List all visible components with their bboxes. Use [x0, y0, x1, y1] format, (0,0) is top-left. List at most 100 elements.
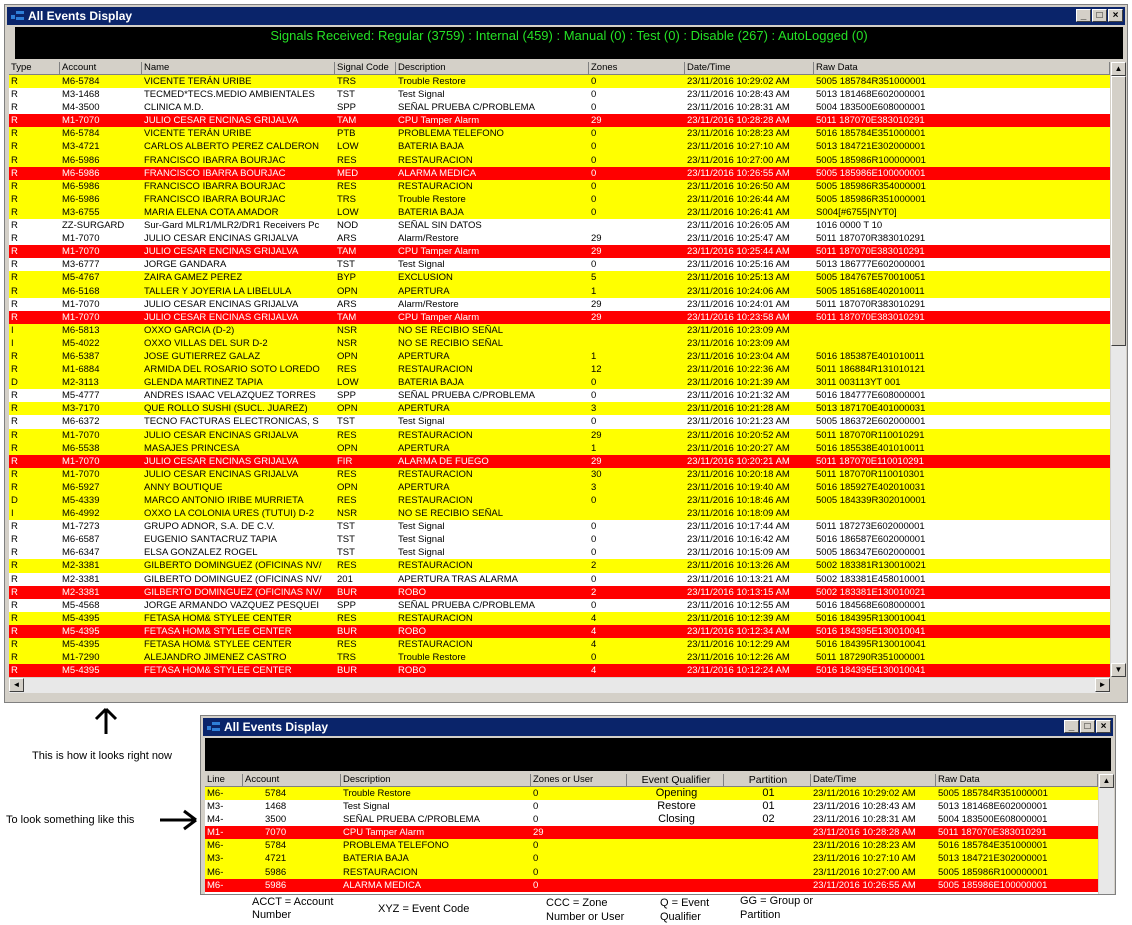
scroll-thumb[interactable] [1111, 76, 1126, 346]
table-row[interactable]: R M6-6347 ELSA GONZALEZ ROGEL TST Test Signa… [9, 546, 1110, 560]
table-row[interactable]: R M1-7070 JULIO CESAR ENCINAS GRIJALVA ARS A… [9, 297, 1110, 311]
column-header[interactable]: Line [205, 774, 243, 787]
vertical-scrollbar[interactable]: ▲ ▼ [1111, 62, 1126, 677]
table-row[interactable]: I M6-5813 OXXO GARCIA (D-2) NSR NO SE RECIBI… [9, 323, 1110, 337]
column-header[interactable]: Event Qualifier [627, 774, 724, 787]
column-header[interactable]: Account [60, 62, 142, 75]
table-cell: RESTAURACION [398, 154, 473, 166]
table-row[interactable]: R M1-7070 JULIO CESAR ENCINAS GRIJALVA TAM C… [9, 245, 1110, 259]
column-header[interactable]: Date/Time [811, 774, 936, 787]
window-titlebar[interactable]: All Events Display _ □ × [203, 718, 1113, 736]
table-cell: TRS [337, 193, 356, 205]
column-header[interactable]: Raw Data [814, 62, 1110, 75]
table-row[interactable]: R M1-7070 JULIO CESAR ENCINAS GRIJALVA TAM C… [9, 114, 1110, 128]
table-row[interactable]: R M1-6884 ARMIDA DEL ROSARIO SOTO LOREDO RE… [9, 363, 1110, 377]
horizontal-scrollbar[interactable]: ◄ ► [9, 678, 1110, 693]
table-row[interactable]: D M5-4339 MARCO ANTONIO IRIBE MURRIETA RES R… [9, 494, 1110, 508]
maximize-button[interactable]: □ [1080, 720, 1095, 733]
column-header[interactable]: Account [243, 774, 341, 787]
maximize-button[interactable]: □ [1092, 9, 1107, 22]
table-cell: R [11, 167, 18, 179]
table-row[interactable]: R M3-6755 MARIA ELENA COTA AMADOR LOW BATERI… [9, 205, 1110, 220]
table-cell: QUE ROLLO SUSHI (SUCL. JUAREZ) [144, 403, 308, 415]
column-header[interactable]: Name [142, 62, 335, 75]
table-row[interactable]: R M2-3381 GILBERTO DOMINGUEZ (OFICINAS NV/… [9, 559, 1110, 573]
table-row[interactable]: D M2-3113 GLENDA MARTINEZ TAPIA LOW BATERIA … [9, 376, 1110, 390]
table-row[interactable]: M4- 3500 SEÑAL PRUEBA C/PROBLEMA 0 Closing 02… [205, 813, 1098, 827]
table-row[interactable]: R M5-4767 ZAIRA GAMEZ PEREZ BYP EXCLUSION 5 23… [9, 271, 1110, 285]
table-row[interactable]: R M4-3500 CLINICA M.D. SPP SEÑAL PRUEBA C/PR… [9, 101, 1110, 115]
table-row[interactable]: R M1-7070 JULIO CESAR ENCINAS GRIJALVA RES R… [9, 467, 1110, 481]
table-row[interactable]: R M6-5986 FRANCISCO IBARRA BOURJAC RES RESTA… [9, 179, 1110, 193]
table-cell: 23/11/2016 10:25:13 AM [687, 272, 790, 284]
table-row[interactable]: R M5-4395 FETASA HOM& STYLEE CENTER RES REST… [9, 611, 1110, 625]
table-cell: R [11, 573, 18, 585]
table-row[interactable]: R M2-3381 GILBERTO DOMINGUEZ (OFICINAS NV/… [9, 572, 1110, 586]
table-row[interactable]: M6- 5986 RESTAURACION 0 23/11/2016 10:27:00 … [205, 865, 1098, 879]
table-row[interactable]: R M6-5784 VICENTE TERÁN URIBE TRS Trouble Re… [9, 75, 1110, 89]
scroll-right-button[interactable]: ► [1095, 678, 1110, 692]
table-cell: 0 [591, 652, 597, 664]
table-cell: 5004 183500E608000001 [938, 814, 1048, 826]
close-button[interactable]: × [1108, 9, 1123, 22]
table-row[interactable]: R ZZ-SURGARD Sur-Gard MLR1/MLR2/DR1 Receiv… [9, 219, 1110, 233]
table-row[interactable]: R M1-7070 JULIO CESAR ENCINAS GRIJALVA FIR A… [9, 454, 1110, 468]
scroll-left-button[interactable]: ◄ [9, 678, 24, 692]
table-row[interactable]: R M5-4395 FETASA HOM& STYLEE CENTER RES REST… [9, 638, 1110, 652]
table-row[interactable]: R M6-5986 FRANCISCO IBARRA BOURJAC TRS Troub… [9, 192, 1110, 206]
table-row[interactable]: I M5-4022 OXXO VILLAS DEL SUR D-2 NSR NO SE … [9, 336, 1110, 350]
table-row[interactable]: M6- 5986 ALARMA MEDICA 0 23/11/2016 10:26:55… [205, 878, 1098, 892]
table-row[interactable]: R M5-4777 ANDRES ISAAC VELAZQUEZ TORRES SPP… [9, 389, 1110, 403]
table-row[interactable]: M3- 4721 BATERIA BAJA 0 23/11/2016 10:27:10 … [205, 852, 1098, 866]
table-cell: JORGE ARMANDO VAZQUEZ PESQUEI [144, 599, 320, 611]
table-row[interactable]: R M6-5387 JOSE GUTIERREZ GALAZ OPN APERTURA 1… [9, 349, 1110, 364]
table-cell: 23/11/2016 10:13:21 AM [687, 573, 790, 585]
table-row[interactable]: R M3-6777 JORGE GANDARA TST Test Signal 0 23/1… [9, 258, 1110, 272]
table-row[interactable]: R M6-5927 ANNY BOUTIQUE OPN APERTURA 3 23/11/2… [9, 480, 1110, 494]
table-row[interactable]: R M1-7273 GRUPO ADNOR, S.A. DE C.V. TST Test… [9, 520, 1110, 534]
vertical-scrollbar[interactable]: ▲ [1099, 774, 1114, 894]
table-row[interactable]: R M5-4395 FETASA HOM& STYLEE CENTER BUR ROBO… [9, 624, 1110, 639]
table-cell: M5-4568 [62, 599, 100, 611]
table-row[interactable]: M1- 7070 CPU Tamper Alarm 29 23/11/2016 10:2… [205, 826, 1098, 840]
column-header[interactable]: Description [396, 62, 589, 75]
table-row[interactable]: M6- 5784 Trouble Restore 0 Opening 01 23/11/20… [205, 787, 1098, 801]
column-header[interactable]: Zones [589, 62, 685, 75]
table-row[interactable]: R M6-5986 FRANCISCO IBARRA BOURJAC MED ALARM… [9, 166, 1110, 180]
table-row[interactable]: R M5-4395 FETASA HOM& STYLEE CENTER BUR ROBO… [9, 664, 1110, 677]
table-row[interactable]: M6- 5784 PROBLEMA TELEFONO 0 23/11/2016 10:2… [205, 839, 1098, 853]
scroll-up-button[interactable]: ▲ [1111, 62, 1126, 76]
table-row[interactable]: I M6-4992 OXXO LA COLONIA URES (TUTUI) D-2… [9, 507, 1110, 521]
table-row[interactable]: R M1-7070 JULIO CESAR ENCINAS GRIJALVA TAM C… [9, 310, 1110, 324]
table-cell: GILBERTO DOMINGUEZ (OFICINAS NV/ [144, 586, 322, 598]
column-header[interactable]: Signal Code [335, 62, 396, 75]
table-row[interactable]: R M1-7070 JULIO CESAR ENCINAS GRIJALVA RES R… [9, 428, 1110, 442]
table-row[interactable]: R M6-6372 TECNO FACTURAS ELECTRONICAS, S TS… [9, 415, 1110, 429]
column-header[interactable]: Description [341, 774, 531, 787]
close-button[interactable]: × [1096, 720, 1111, 733]
table-row[interactable]: R M6-5168 TALLER Y JOYERIA LA LIBELULA OPN A… [9, 284, 1110, 298]
table-row[interactable]: R M3-4721 CARLOS ALBERTO PEREZ CALDERON LOW… [9, 140, 1110, 154]
table-row[interactable]: R M3-1468 TECMED*TECS.MEDIO AMBIENTALES TST… [9, 88, 1110, 102]
table-row[interactable]: R M5-4568 JORGE ARMANDO VAZQUEZ PESQUEI SPP… [9, 598, 1110, 612]
window-titlebar[interactable]: All Events Display _ □ × [7, 7, 1125, 25]
scroll-up-button[interactable]: ▲ [1099, 774, 1114, 788]
table-row[interactable]: R M6-5538 MASAJES PRINCESA OPN APERTURA 1 23/1… [9, 441, 1110, 455]
table-row[interactable]: R M6-6587 EUGENIO SANTACRUZ TAPIA TST Test S… [9, 533, 1110, 547]
table-row[interactable]: R M1-7290 ALEJANDRO JIMENEZ CASTRO TRS Troub… [9, 651, 1110, 665]
table-row[interactable]: R M1-7070 JULIO CESAR ENCINAS GRIJALVA ARS A… [9, 232, 1110, 246]
column-header[interactable]: Raw Data [936, 774, 1098, 787]
column-header[interactable]: Date/Time [685, 62, 814, 75]
scroll-down-button[interactable]: ▼ [1111, 663, 1126, 677]
minimize-button[interactable]: _ [1064, 720, 1079, 733]
table-cell: BATERIA BAJA [398, 377, 464, 389]
table-row[interactable]: M3- 1468 Test Signal 0 Restore 01 23/11/2016 1… [205, 800, 1098, 814]
table-row[interactable]: R M6-5784 VICENTE TERÁN URIBE PTB PROBLEMA T… [9, 127, 1110, 141]
column-header[interactable]: Partition [724, 774, 811, 787]
column-header[interactable]: Zones or User [531, 774, 627, 787]
table-row[interactable]: R M2-3381 GILBERTO DOMINGUEZ (OFICINAS NV/… [9, 585, 1110, 599]
table-row[interactable]: R M6-5986 FRANCISCO IBARRA BOURJAC RES RESTA… [9, 153, 1110, 167]
column-header[interactable]: Type [9, 62, 60, 75]
minimize-button[interactable]: _ [1076, 9, 1091, 22]
table-row[interactable]: R M3-7170 QUE ROLLO SUSHI (SUCL. JUAREZ) OP… [9, 402, 1110, 416]
